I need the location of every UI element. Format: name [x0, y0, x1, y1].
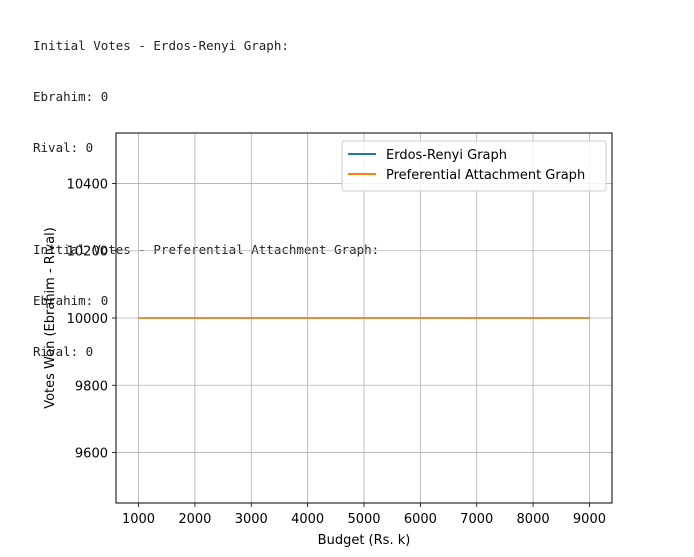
console-ebrahim-votes-erdos-renyi: Ebrahim: 0	[33, 89, 109, 104]
legend-label-2: Preferential Attachment Graph	[386, 168, 585, 183]
y-tick-label: 10200	[67, 245, 108, 260]
x-tick-label: 8000	[517, 512, 550, 527]
x-tick-label: 2000	[178, 512, 211, 527]
y-tick-label: 10400	[67, 177, 108, 192]
y-tick-label: 9600	[75, 447, 108, 462]
x-tick-label: 1000	[122, 512, 155, 527]
legend-label-1: Erdos-Renyi Graph	[386, 148, 507, 163]
console-rival-votes-erdos-renyi: Rival: 0	[33, 140, 94, 155]
x-axis-ticks: 1000 2000 3000 4000 5000 6000 7000 8000 9000	[122, 503, 606, 527]
console-rival-votes-preferential: Rival: 0	[33, 344, 94, 359]
x-axis-label: Budget (Rs. k)	[318, 533, 411, 548]
y-axis-ticks: 9600 9800 10000 10200 10400	[67, 177, 116, 462]
y-axis-label: Votes Won (Ebrahim - Rival)	[43, 227, 58, 409]
y-tick-label: 9800	[75, 379, 108, 394]
console-ebrahim-votes-preferential: Ebrahim: 0	[33, 293, 109, 308]
x-tick-label: 5000	[347, 512, 380, 527]
x-tick-label: 4000	[291, 512, 324, 527]
console-heading-preferential: Initial Votes - Preferential Attachment …	[33, 242, 380, 257]
y-tick-label: 10000	[67, 312, 108, 327]
console-heading-erdos-renyi: Initial Votes - Erdos-Renyi Graph:	[33, 38, 289, 53]
console-output: Initial Votes - Erdos-Renyi Graph: Ebrah…	[33, 3, 379, 377]
x-tick-label: 7000	[460, 512, 493, 527]
x-tick-label: 3000	[235, 512, 268, 527]
legend: Erdos-Renyi Graph Preferential Attachment…	[341, 140, 607, 192]
legend-box	[341, 140, 607, 192]
x-tick-label: 6000	[404, 512, 437, 527]
x-tick-label: 9000	[573, 512, 606, 527]
